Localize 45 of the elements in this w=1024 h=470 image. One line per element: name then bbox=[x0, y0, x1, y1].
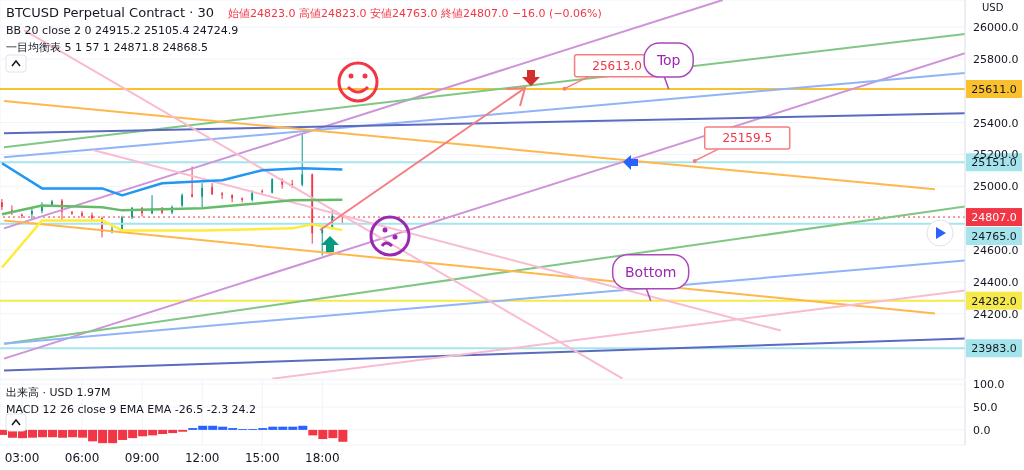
annotation: 始値24823.0 高値24823.0 安値24763.0 終値24807.0 −16.0 (−0.06%) bbox=[227, 6, 602, 22]
y-tick-label: 24400.0 bbox=[973, 275, 1019, 289]
candlestick bbox=[191, 165, 193, 198]
candlestick bbox=[31, 208, 33, 221]
candlestick bbox=[1, 198, 3, 211]
y-tick-label: 24600.0 bbox=[973, 243, 1019, 257]
annotation: Bottom bbox=[624, 263, 677, 280]
candlestick bbox=[51, 199, 53, 208]
y-tick-label: 25800.0 bbox=[973, 52, 1019, 66]
ref-line-label: 24282.0 bbox=[971, 294, 1017, 308]
candlestick bbox=[211, 182, 214, 196]
annotation: Top bbox=[655, 52, 681, 69]
candlestick bbox=[221, 191, 224, 200]
x-tick-label: 12:00 bbox=[184, 450, 220, 465]
x-tick-label: 03:00 bbox=[4, 450, 40, 465]
line-series bbox=[0, 198, 344, 216]
x-tick-label: 09:00 bbox=[124, 450, 160, 465]
y-axis-title: USD bbox=[982, 2, 1004, 13]
ref-line-label: 24765.0 bbox=[971, 230, 1017, 244]
ref-line-label: 23983.0 bbox=[971, 342, 1017, 356]
annotation: 25159.5 bbox=[722, 130, 773, 145]
y-tick-label: 0.0 bbox=[973, 423, 991, 437]
annotation: 一目均衡表 5 1 57 1 24871.8 24868.5 bbox=[6, 40, 209, 56]
x-tick-label: 15:00 bbox=[244, 450, 280, 465]
line-series bbox=[0, 219, 344, 269]
ref-line-label: 25611.0 bbox=[971, 83, 1017, 97]
candlestick bbox=[231, 193, 234, 203]
x-tick-label: 06:00 bbox=[64, 450, 100, 465]
y-tick-label: 100.0 bbox=[973, 378, 1005, 392]
y-tick-label: 50.0 bbox=[973, 400, 998, 414]
chart-title: BTCUSD Perpetual Contract · 30 bbox=[6, 4, 214, 21]
annotation: BB 20 close 2 0 24915.2 25105.4 24724.9 bbox=[6, 23, 240, 39]
annotation: MACD 12 26 close 9 EMA EMA -26.5 -2.3 24.2 bbox=[6, 402, 257, 418]
y-tick-label: 25000.0 bbox=[973, 180, 1019, 194]
candlestick bbox=[301, 132, 304, 187]
candlestick bbox=[181, 192, 183, 208]
annotation: 出来高 · USD 1.97M bbox=[6, 385, 112, 401]
candlestick bbox=[201, 182, 204, 208]
y-tick-label: 24200.0 bbox=[973, 307, 1019, 321]
ref-line-label: 24807.0 bbox=[971, 211, 1017, 225]
y-tick-label: 26000.0 bbox=[973, 20, 1019, 34]
x-tick-label: 18:00 bbox=[305, 450, 340, 465]
annotation: 25613.0 bbox=[592, 58, 642, 73]
line-series bbox=[0, 161, 344, 197]
y-tick-label: 25400.0 bbox=[973, 116, 1019, 130]
